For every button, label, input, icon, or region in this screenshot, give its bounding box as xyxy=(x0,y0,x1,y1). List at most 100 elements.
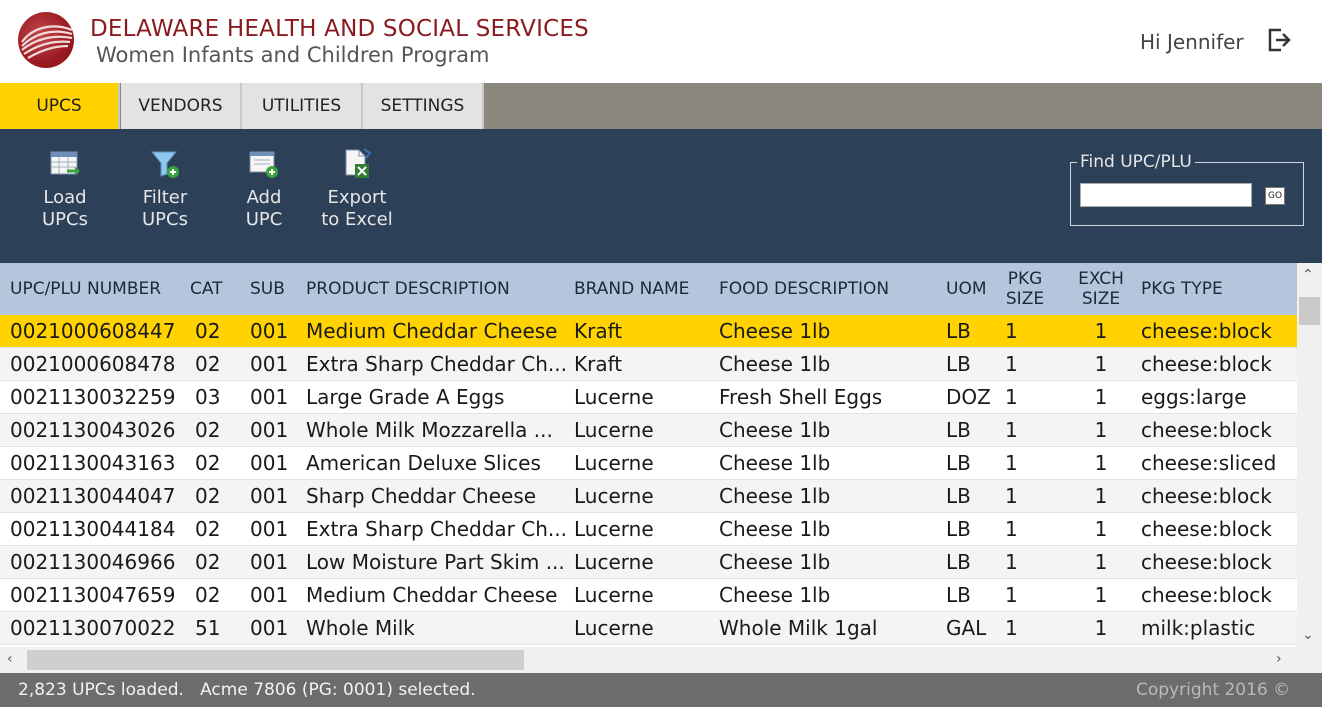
cell-sub: 001 xyxy=(250,550,289,574)
cell-food: Cheese 1lb xyxy=(719,319,831,343)
scroll-left-icon[interactable]: ‹ xyxy=(7,651,13,667)
vertical-scroll-thumb[interactable] xyxy=(1299,297,1320,325)
cell-pkg-type: cheese:block xyxy=(1141,352,1272,376)
org-subtitle: Women Infants and Children Program xyxy=(96,43,490,67)
scroll-down-icon[interactable]: ⌄ xyxy=(1302,627,1314,643)
cell-upc: 0021000608447 xyxy=(10,319,176,343)
status-message: 2,823 UPCs loaded. Acme 7806 (PG: 0001) … xyxy=(18,680,476,700)
cell-cat: 02 xyxy=(195,319,221,343)
cell-brand: Lucerne xyxy=(574,484,654,508)
cell-uom: LB xyxy=(946,352,971,376)
filter-upcs-line1: Filter xyxy=(142,187,188,208)
scroll-right-icon[interactable]: › xyxy=(1276,651,1282,667)
cell-product: Extra Sharp Cheddar Ch... xyxy=(306,352,566,376)
scroll-up-icon[interactable]: ⌃ xyxy=(1302,267,1314,283)
export-excel-line1: Export xyxy=(327,187,387,208)
col-sub-header[interactable]: SUB xyxy=(250,279,285,299)
cell-product: Extra Sharp Cheddar Ch... xyxy=(306,517,566,541)
go-button[interactable]: GO xyxy=(1265,187,1285,205)
table-row[interactable]: 0021130047659 02 001 Medium Cheddar Cheese L… xyxy=(0,579,1297,612)
cell-exch-size: 1 xyxy=(1094,418,1108,442)
find-upc-input[interactable] xyxy=(1080,183,1252,207)
cell-cat: 02 xyxy=(195,352,221,376)
cell-brand: Lucerne xyxy=(574,385,654,409)
tab-settings[interactable]: SETTINGS xyxy=(363,83,484,129)
cell-cat: 03 xyxy=(195,385,221,409)
col-brand-header[interactable]: BRAND NAME xyxy=(574,279,690,299)
cell-sub: 001 xyxy=(250,583,289,607)
table-row[interactable]: 0021000608478 02 001 Extra Sharp Cheddar Ch… xyxy=(0,348,1297,381)
cell-uom: LB xyxy=(946,550,971,574)
cell-brand: Kraft xyxy=(574,352,623,376)
cell-sub: 001 xyxy=(250,352,289,376)
table-row[interactable]: 0021130070022 51 001 Whole Milk Lucerne Whole… xyxy=(0,612,1297,645)
cell-exch-size: 1 xyxy=(1094,583,1108,607)
table-row[interactable]: 0021130043163 02 001 American Deluxe Slices… xyxy=(0,447,1297,480)
col-pkg-size-header[interactable]: PKG SIZE xyxy=(1000,263,1050,315)
cell-pkg-size: 1 xyxy=(1005,352,1018,376)
logout-icon[interactable] xyxy=(1267,27,1293,53)
export-excel-button[interactable]: Export to Excel xyxy=(316,147,398,231)
cell-food: Cheese 1lb xyxy=(719,517,831,541)
cell-pkg-type: cheese:block xyxy=(1141,319,1272,343)
cell-pkg-size: 1 xyxy=(1005,418,1018,442)
status-bar: 2,823 UPCs loaded. Acme 7806 (PG: 0001) … xyxy=(0,673,1322,707)
tab-utilities[interactable]: UTILITIES xyxy=(242,83,363,129)
table-row[interactable]: 0021130043026 02 001 Whole Milk Mozzarella … xyxy=(0,414,1297,447)
col-exch-size-header[interactable]: EXCH SIZE xyxy=(1066,263,1136,315)
cell-upc: 0021130044184 xyxy=(10,517,176,541)
cell-food: Cheese 1lb xyxy=(719,583,831,607)
vertical-scrollbar[interactable] xyxy=(1297,263,1322,647)
table-row[interactable]: 0021130044184 02 001 Extra Sharp Cheddar Ch… xyxy=(0,513,1297,546)
cell-product: Low Moisture Part Skim ... xyxy=(306,550,565,574)
horizontal-scroll-thumb[interactable] xyxy=(27,650,524,670)
cell-exch-size: 1 xyxy=(1094,385,1108,409)
cell-exch-size: 1 xyxy=(1094,550,1108,574)
cell-exch-size: 1 xyxy=(1094,616,1108,640)
tab-vendors[interactable]: VENDORS xyxy=(121,83,242,129)
cell-brand: Lucerne xyxy=(574,550,654,574)
cell-sub: 001 xyxy=(250,616,289,640)
cell-food: Cheese 1lb xyxy=(719,451,831,475)
exch-size-header-line2: SIZE xyxy=(1081,289,1121,309)
cell-upc: 0021130070022 xyxy=(10,616,176,640)
cell-pkg-size: 1 xyxy=(1005,517,1018,541)
load-table-icon xyxy=(48,147,82,181)
col-cat-header[interactable]: CAT xyxy=(190,279,223,299)
col-upc-header[interactable]: UPC/PLU NUMBER xyxy=(10,279,162,299)
cell-product: Whole Milk Mozzarella ... xyxy=(306,418,553,442)
cell-exch-size: 1 xyxy=(1094,451,1108,475)
cell-exch-size: 1 xyxy=(1094,319,1108,343)
cell-uom: GAL xyxy=(946,616,987,640)
load-upcs-button[interactable]: Load UPCs xyxy=(32,147,98,231)
table-row[interactable]: 0021130032259 03 001 Large Grade A Eggs Luce… xyxy=(0,381,1297,414)
find-upc-label: Find UPC/PLU xyxy=(1077,152,1195,172)
cell-exch-size: 1 xyxy=(1094,484,1108,508)
exch-size-header-line1: EXCH xyxy=(1078,269,1124,289)
cell-food: Cheese 1lb xyxy=(719,418,831,442)
cell-pkg-size: 1 xyxy=(1005,385,1018,409)
cell-cat: 02 xyxy=(195,517,221,541)
add-upc-button[interactable]: Add UPC xyxy=(236,147,292,231)
col-food-header[interactable]: FOOD DESCRIPTION xyxy=(719,279,890,299)
filter-upcs-button[interactable]: Filter UPCs xyxy=(132,147,198,231)
table-row[interactable]: 0021130044047 02 001 Sharp Cheddar Cheese Lu… xyxy=(0,480,1297,513)
copyright-text: Copyright 2016 © xyxy=(1136,680,1291,700)
tab-upcs[interactable]: UPCS xyxy=(0,83,120,129)
cell-cat: 02 xyxy=(195,451,221,475)
cell-brand: Lucerne xyxy=(574,418,654,442)
cell-exch-size: 1 xyxy=(1094,352,1108,376)
cell-brand: Lucerne xyxy=(574,583,654,607)
cell-uom: DOZ xyxy=(946,385,991,409)
col-product-header[interactable]: PRODUCT DESCRIPTION xyxy=(306,279,510,299)
col-pkg-type-header[interactable]: PKG TYPE xyxy=(1141,279,1223,299)
add-upc-line2: UPC xyxy=(245,209,283,230)
col-uom-header[interactable]: UOM xyxy=(946,279,987,299)
table-row[interactable]: 0021130046966 02 001 Low Moisture Part Skim… xyxy=(0,546,1297,579)
user-greeting: Hi Jennifer xyxy=(1140,30,1244,54)
cell-pkg-size: 1 xyxy=(1005,616,1018,640)
cell-uom: LB xyxy=(946,451,971,475)
cell-sub: 001 xyxy=(250,484,289,508)
main-tab-bar: UPCS VENDORS UTILITIES SETTINGS xyxy=(0,83,1322,129)
table-row[interactable]: 0021000608447 02 001 Medium Cheddar Cheese K… xyxy=(0,315,1297,348)
